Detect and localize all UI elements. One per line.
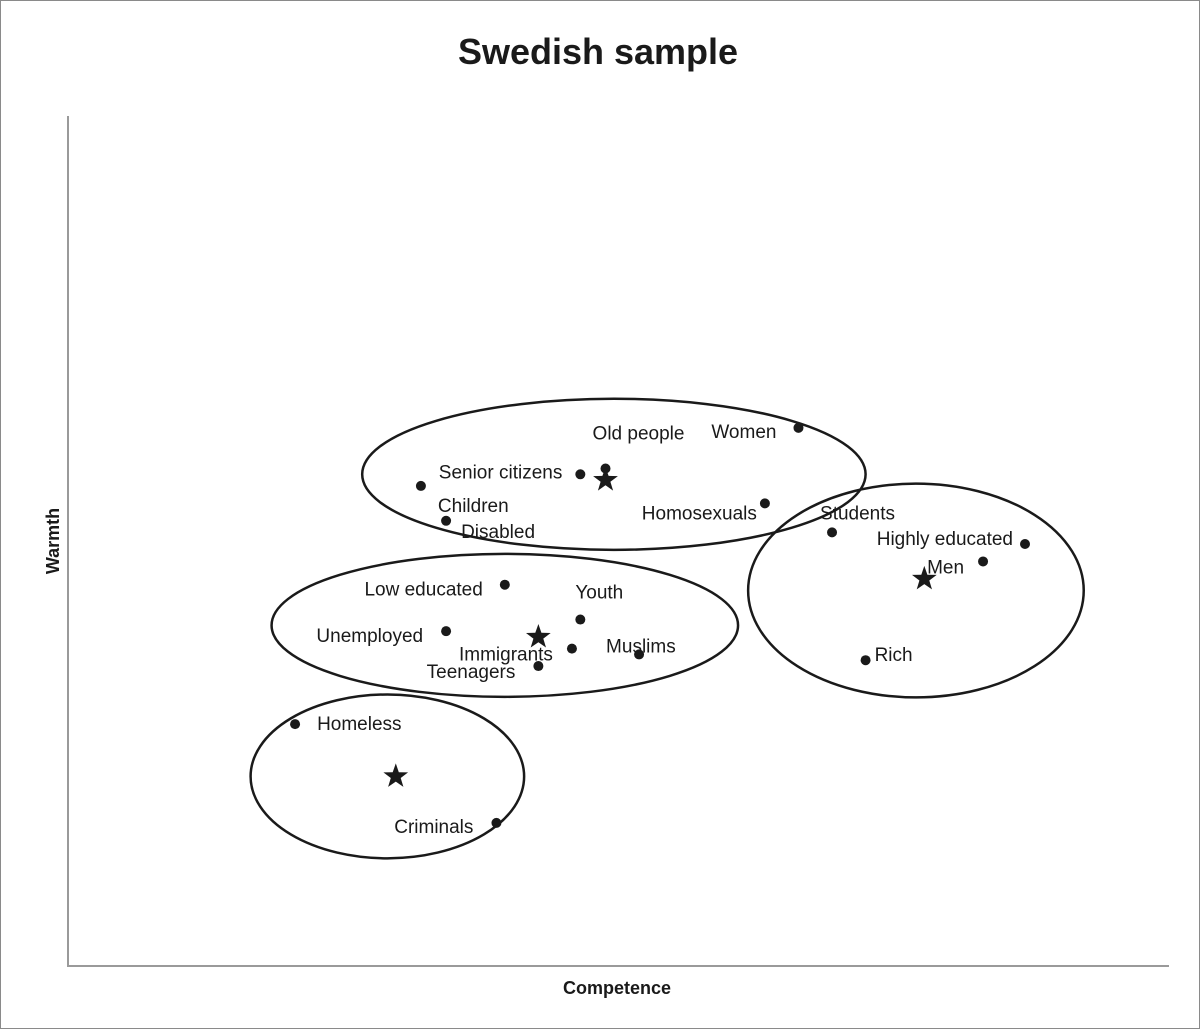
point-criminals	[491, 817, 502, 828]
point-label-disabled: Disabled	[461, 522, 535, 543]
point-low-educated	[499, 579, 510, 590]
labels-layer: Women Old people Senior citizens Children Ho…	[316, 422, 1013, 838]
point-label-teenagers: Teenagers	[427, 662, 516, 683]
point-label-unemployed: Unemployed	[316, 626, 423, 647]
point-muslims	[634, 649, 645, 660]
point-unemployed	[441, 626, 452, 637]
point-label-women: Women	[711, 422, 776, 443]
point-teenagers	[533, 661, 544, 672]
point-label-immigrants: Immigrants	[459, 645, 553, 666]
point-label-students: Students	[820, 503, 895, 524]
points-layer	[290, 422, 1030, 828]
point-women	[793, 422, 804, 433]
point-youth	[575, 614, 586, 625]
x-axis-label: Competence	[563, 978, 671, 998]
point-disabled	[441, 515, 452, 526]
centroid-star-4	[383, 763, 409, 787]
point-label-youth: Youth	[575, 583, 623, 604]
point-senior-citizens	[575, 469, 586, 480]
point-label-muslims: Muslims	[606, 636, 676, 657]
centroid-star-3	[526, 624, 551, 648]
centroid-star-1	[593, 467, 618, 491]
cluster-ellipse-1	[360, 397, 867, 552]
point-label-criminals: Criminals	[394, 817, 473, 838]
point-label-homeless: Homeless	[317, 714, 401, 735]
point-highly-educated	[1020, 539, 1030, 550]
chart-title: Swedish sample	[458, 31, 738, 72]
y-axis-label: Warmth	[43, 508, 63, 574]
centroids-layer	[383, 467, 937, 787]
point-label-highly-educated: Highly educated	[877, 529, 1013, 550]
point-children	[415, 480, 426, 491]
cluster-ellipse-2	[746, 482, 1085, 699]
clusters-layer	[249, 397, 1085, 860]
point-homeless	[290, 719, 301, 730]
cluster-ellipse-4	[249, 693, 526, 860]
point-label-children: Children	[438, 496, 509, 517]
point-rich	[860, 655, 871, 666]
point-label-low-educated: Low educated	[364, 580, 482, 601]
point-men	[978, 556, 989, 567]
point-label-men: Men	[927, 557, 964, 578]
centroid-star-2	[912, 565, 937, 590]
point-label-homosexuals: Homosexuals	[642, 503, 757, 524]
cluster-ellipse-3	[270, 552, 740, 699]
point-label-senior-citizens: Senior citizens	[439, 462, 563, 483]
point-immigrants	[566, 643, 577, 654]
point-homosexuals	[759, 498, 770, 509]
point-students	[827, 527, 838, 538]
point-label-old-people: Old people	[593, 423, 685, 444]
point-old-people	[600, 463, 611, 474]
point-label-rich: Rich	[875, 645, 913, 666]
